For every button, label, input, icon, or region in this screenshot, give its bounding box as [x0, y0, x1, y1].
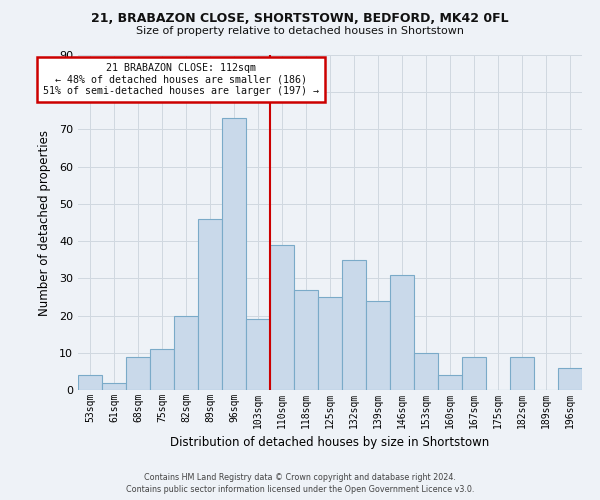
Bar [174, 316, 198, 390]
Bar [222, 118, 246, 390]
Bar [438, 375, 462, 390]
Bar [126, 356, 150, 390]
X-axis label: Distribution of detached houses by size in Shortstown: Distribution of detached houses by size … [170, 436, 490, 450]
Bar [462, 356, 486, 390]
Text: 21 BRABAZON CLOSE: 112sqm
← 48% of detached houses are smaller (186)
51% of semi: 21 BRABAZON CLOSE: 112sqm ← 48% of detac… [43, 62, 319, 96]
Bar [390, 274, 414, 390]
Text: Size of property relative to detached houses in Shortstown: Size of property relative to detached ho… [136, 26, 464, 36]
Bar [558, 368, 582, 390]
Bar [294, 290, 318, 390]
Bar [270, 245, 294, 390]
Bar [318, 297, 342, 390]
Bar [510, 356, 534, 390]
Bar [366, 300, 390, 390]
Y-axis label: Number of detached properties: Number of detached properties [38, 130, 50, 316]
Text: Contains HM Land Registry data © Crown copyright and database right 2024.
Contai: Contains HM Land Registry data © Crown c… [126, 472, 474, 494]
Bar [198, 219, 222, 390]
Bar [150, 349, 174, 390]
Bar [102, 382, 126, 390]
Bar [342, 260, 366, 390]
Bar [246, 320, 270, 390]
Bar [78, 375, 102, 390]
Bar [414, 353, 438, 390]
Text: 21, BRABAZON CLOSE, SHORTSTOWN, BEDFORD, MK42 0FL: 21, BRABAZON CLOSE, SHORTSTOWN, BEDFORD,… [91, 12, 509, 26]
